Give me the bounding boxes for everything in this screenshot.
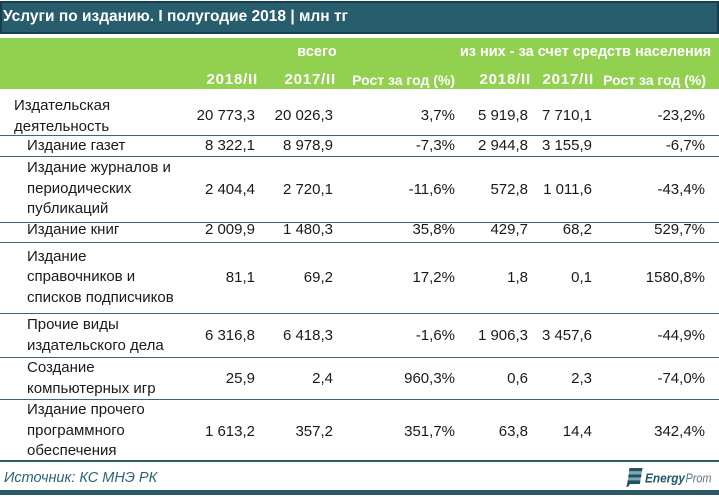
svg-text:Prom: Prom (686, 472, 712, 486)
svg-text:Energy: Energy (645, 472, 686, 486)
